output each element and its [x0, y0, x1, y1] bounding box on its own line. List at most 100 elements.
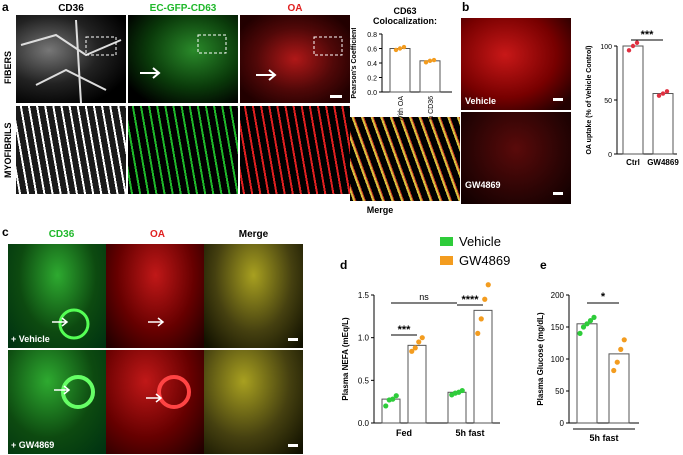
data-point: [475, 330, 481, 336]
y-tick-label: 0.6: [367, 47, 377, 54]
bar-ctrl: [622, 45, 644, 155]
data-point: [660, 91, 666, 96]
data-point: [482, 296, 488, 302]
chart-a-title-2: Colocalization:: [372, 16, 437, 26]
y-tick-label: 50: [555, 387, 564, 396]
data-point: [577, 330, 583, 336]
micrograph-fibers-oa: [240, 15, 350, 103]
panel-b-label: b: [462, 0, 470, 14]
y-tick-label: 1.0: [358, 334, 370, 343]
tag-c-vehicle: + Vehicle: [11, 334, 50, 344]
y-tick-label: 0.8: [367, 32, 377, 39]
data-point: [591, 314, 597, 320]
x-tick-label: With CD36: [428, 96, 435, 120]
y-tick-label: 0.4: [367, 61, 377, 68]
sig-label-fast: ****: [461, 294, 479, 306]
sig-label: *: [601, 291, 606, 303]
panel-c-label: c: [2, 225, 9, 239]
header-ec-gfp-cd63: EC-GFP-CD63: [149, 3, 217, 14]
bar-gw4869-1: [473, 309, 493, 424]
data-point: [618, 346, 624, 352]
y-tick-label: 1.5: [358, 291, 370, 300]
data-point: [409, 348, 415, 354]
data-point: [478, 316, 484, 322]
y-tick-label: 200: [551, 291, 565, 300]
legend-vehicle: Vehicle: [440, 234, 501, 249]
sig-label: ***: [641, 29, 655, 41]
micrograph-c-vehicle-cd36: + Vehicle: [8, 244, 107, 348]
micrograph-c-gw-cd36: + GW4869: [8, 350, 107, 454]
data-point: [401, 44, 407, 50]
data-point: [412, 345, 418, 351]
micrograph-fibers-cd63: [128, 15, 238, 103]
y-tick-label: 0: [560, 419, 565, 428]
panel-e-label: e: [540, 258, 547, 272]
header-oa: OA: [287, 3, 303, 14]
chart-b-oa-uptake: 0 50 100 OA uptake (% of Vehicle Control) Ct…: [586, 29, 679, 167]
y-tick-label: 0.5: [358, 376, 370, 385]
header-c-oa: OA: [150, 229, 165, 240]
micrograph-vehicle: Vehicle: [461, 18, 571, 110]
row-label-myofibrils: MYOFIBRILS: [3, 122, 13, 179]
bar-gw4869-0: [407, 344, 427, 424]
sig-label-fed: ***: [398, 324, 412, 336]
y-tick-label: 0.0: [367, 90, 377, 97]
micrograph-c-gw-merge: [204, 350, 303, 454]
header-cd36: CD36: [58, 3, 84, 14]
data-point: [383, 403, 389, 409]
y-tick-label: 0: [608, 152, 612, 159]
header-c-cd36: CD36: [48, 229, 75, 240]
sig-label-ns: ns: [419, 292, 429, 302]
bar-with-cd36: [419, 60, 441, 93]
chart-d-nefa: 0.0 0.5 1.0 1.5 Plasma NEFA (mEq/L) Fed 5h fas…: [341, 282, 500, 438]
data-point: [427, 58, 433, 64]
micrograph-gw4869: GW4869: [461, 112, 571, 204]
x-bracket-label: 5h fast: [589, 433, 618, 443]
y-tick-label: 0.0: [358, 419, 370, 428]
micrograph-myofibrils-cd36: [16, 106, 126, 194]
data-point: [656, 93, 662, 98]
y-tick-label: 50: [604, 98, 612, 105]
data-point: [614, 359, 620, 365]
data-point: [664, 89, 670, 94]
y-tick-label: 0.2: [367, 76, 377, 83]
data-point: [397, 46, 403, 51]
x-tick-label: With OA: [398, 96, 405, 120]
data-point: [393, 393, 399, 399]
y-axis-label: Pearson's Coefficient: [351, 28, 358, 99]
data-point: [634, 40, 640, 45]
data-point: [459, 387, 465, 394]
y-tick-label: 150: [551, 323, 565, 332]
micrograph-c-vehicle-merge: [204, 244, 303, 348]
bar-gw4869: [652, 93, 674, 155]
data-point: [630, 43, 636, 49]
x-tick-label: Ctrl: [626, 158, 640, 167]
micrograph-c-gw-oa: [106, 350, 205, 454]
bar-gw4869: [608, 353, 630, 424]
micrograph-c-vehicle-oa: [106, 244, 205, 348]
legend-gw4869: GW4869: [440, 253, 510, 268]
bar-vehicle-0: [381, 398, 401, 424]
chart-a-colocalization: 0.0 0.2 0.4 0.6 0.8 Pearson's Coefficient With…: [351, 28, 452, 120]
data-point: [416, 339, 422, 345]
data-point: [587, 318, 594, 324]
data-point: [626, 48, 632, 53]
data-point: [419, 335, 425, 341]
panel-d-label: d: [340, 258, 348, 272]
x-tick-label: Fed: [396, 428, 412, 438]
data-point: [423, 60, 429, 65]
micrograph-myofibrils-oa: [240, 106, 350, 194]
micrograph-fibers-cd36: [16, 15, 126, 103]
x-tick-label: 5h fast: [455, 428, 484, 438]
data-point: [580, 324, 587, 330]
y-axis-label: OA uptake (% of Vehicle Control): [586, 45, 593, 154]
chart-e-glucose: 0 50 100 150 200 Plasma Glucose (mg/dL) * 5h fa…: [536, 291, 639, 443]
y-axis-label: Plasma NEFA (mEq/L): [341, 317, 350, 401]
panel-a-label: a: [2, 0, 9, 14]
tag-vehicle: Vehicle: [465, 96, 497, 106]
tag-gw4869: GW4869: [465, 180, 501, 190]
data-point: [611, 367, 617, 374]
bar-vehicle: [576, 323, 598, 424]
data-point: [431, 57, 437, 63]
micrograph-myofibrils-cd63: [128, 106, 238, 194]
